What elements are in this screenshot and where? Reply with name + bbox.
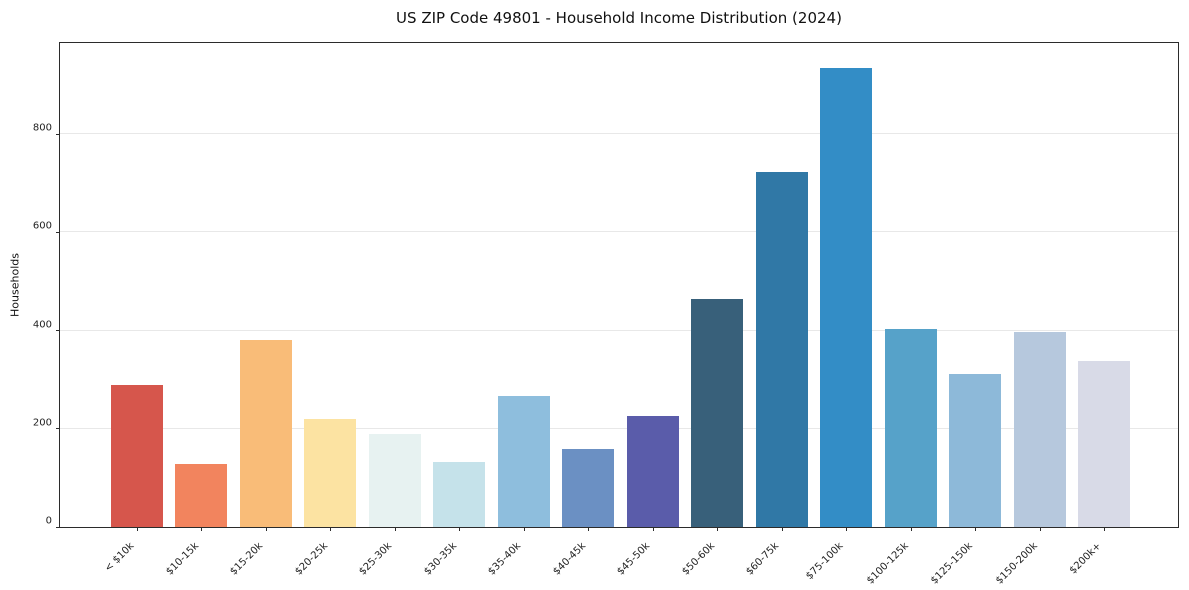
x-tick-label: $15-20k [228,540,266,578]
x-tick-mark [910,527,912,531]
y-tick-mark [56,133,60,135]
x-tick-label: $125-150k [928,540,975,587]
x-tick-label: $45-50k [615,540,653,578]
bar--125-150k [949,374,1001,527]
x-tick-label: $50-60k [679,540,717,578]
bar--40-45k [562,449,614,527]
chart-title: US ZIP Code 49801 - Household Income Dis… [396,9,842,27]
bar--25-30k [368,434,421,527]
bar--75-100k [820,68,872,527]
y-tick-label: 0 [45,515,52,527]
x-tick-mark [394,527,396,531]
x-tick-mark [846,527,847,531]
gridline-y-600 [60,231,1178,233]
bar--15-20k [239,340,292,527]
x-tick-mark [652,527,654,531]
x-tick-mark [717,527,718,531]
bar--30-35k [433,462,485,527]
bar--100-125k [884,329,937,527]
x-tick-label: $200k+ [1068,540,1104,577]
x-tick-label: $25-30k [357,540,395,578]
x-tick-mark [1039,527,1041,531]
y-tick-mark [56,428,60,430]
x-tick-mark [459,527,460,531]
x-tick-mark [265,527,267,531]
bar--10k [110,385,163,527]
gridline-y-200 [60,427,1178,429]
x-tick-label: $20-25k [292,540,330,578]
y-tick-label: 600 [32,220,52,232]
x-tick-label: $150-200k [993,540,1040,587]
y-tick-label: 200 [32,417,52,429]
x-tick-mark [201,527,202,531]
x-tick-mark [136,527,138,531]
x-tick-label: < $10k [102,540,137,575]
bar--150-200k [1013,332,1066,527]
x-tick-mark [781,527,783,531]
y-tick-mark [56,526,60,528]
y-axis-label: Households [8,253,22,317]
x-tick-label: $30-35k [421,540,459,578]
y-tick-mark [56,231,60,233]
bar--60-75k [755,172,808,527]
x-tick-mark [330,527,331,531]
gridline-y-400 [60,329,1178,331]
x-tick-label: $10-15k [163,540,201,578]
x-tick-mark [523,527,525,531]
x-tick-label: $60-75k [744,540,782,578]
x-tick-label: $35-40k [486,540,524,578]
y-tick-mark [56,330,60,332]
x-tick-label: $40-45k [550,540,588,578]
x-tick-label: $75-100k [804,540,846,583]
x-tick-label: $100-125k [864,540,911,587]
bar--35-40k [497,396,550,527]
gridline-y-800 [60,133,1178,135]
plot-area: 0 200 400 600 800 < $10k $10-15k $15-20k $20-25k… [33,42,1179,587]
bar--10-15k [175,464,227,527]
bar--45-50k [626,416,679,527]
x-tick-mark [588,527,589,531]
y-tick-label: 400 [32,319,52,331]
y-tick-label: 800 [32,122,52,134]
bar--200k- [1078,361,1130,527]
bar--20-25k [304,419,356,527]
bar--50-60k [691,299,743,527]
x-tick-mark [975,527,976,531]
x-tick-mark [1104,527,1105,531]
